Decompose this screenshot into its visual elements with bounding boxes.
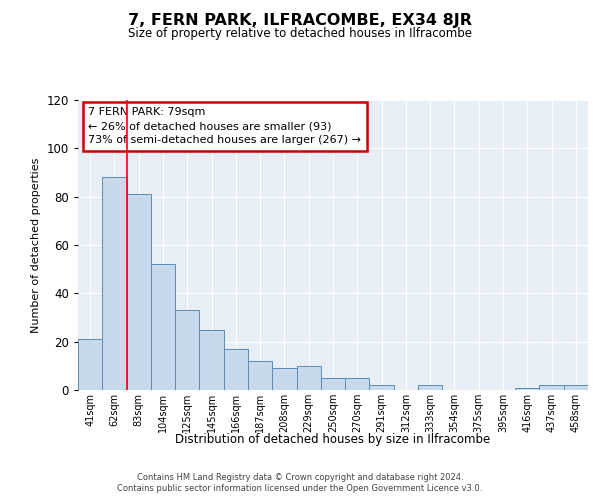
Text: 7 FERN PARK: 79sqm
← 26% of detached houses are smaller (93)
73% of semi-detache: 7 FERN PARK: 79sqm ← 26% of detached hou… bbox=[88, 108, 361, 146]
Bar bbox=[370, 385, 394, 390]
Bar bbox=[296, 366, 321, 390]
Bar bbox=[102, 178, 127, 390]
Bar bbox=[151, 264, 175, 390]
Bar bbox=[199, 330, 224, 390]
Bar bbox=[539, 385, 564, 390]
Bar bbox=[564, 385, 588, 390]
Bar bbox=[272, 368, 296, 390]
Bar bbox=[78, 339, 102, 390]
Text: 7, FERN PARK, ILFRACOMBE, EX34 8JR: 7, FERN PARK, ILFRACOMBE, EX34 8JR bbox=[128, 12, 472, 28]
Bar bbox=[515, 388, 539, 390]
Bar bbox=[248, 361, 272, 390]
Bar bbox=[321, 378, 345, 390]
Bar bbox=[127, 194, 151, 390]
Bar bbox=[175, 310, 199, 390]
Bar bbox=[224, 349, 248, 390]
Text: Contains public sector information licensed under the Open Government Licence v3: Contains public sector information licen… bbox=[118, 484, 482, 493]
Bar bbox=[345, 378, 370, 390]
Y-axis label: Number of detached properties: Number of detached properties bbox=[31, 158, 41, 332]
Text: Contains HM Land Registry data © Crown copyright and database right 2024.: Contains HM Land Registry data © Crown c… bbox=[137, 472, 463, 482]
Text: Size of property relative to detached houses in Ilfracombe: Size of property relative to detached ho… bbox=[128, 28, 472, 40]
Text: Distribution of detached houses by size in Ilfracombe: Distribution of detached houses by size … bbox=[175, 432, 491, 446]
Bar bbox=[418, 385, 442, 390]
